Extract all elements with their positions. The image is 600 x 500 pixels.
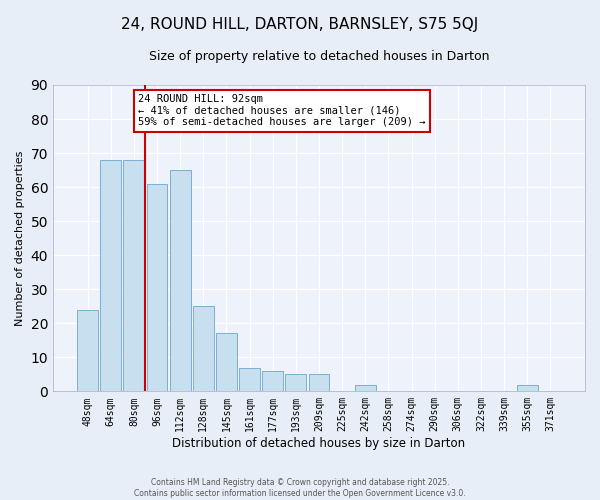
Bar (286, 374, 306, 392)
Text: 24, ROUND HILL, DARTON, BARNSLEY, S75 5QJ: 24, ROUND HILL, DARTON, BARNSLEY, S75 5Q… (121, 18, 479, 32)
Bar (170, 170, 191, 392)
X-axis label: Distribution of detached houses by size in Darton: Distribution of detached houses by size … (172, 437, 466, 450)
Bar (517, 384, 538, 392)
Text: 24 ROUND HILL: 92sqm
← 41% of detached houses are smaller (146)
59% of semi-deta: 24 ROUND HILL: 92sqm ← 41% of detached h… (138, 94, 425, 128)
Bar (124, 160, 145, 392)
Title: Size of property relative to detached houses in Darton: Size of property relative to detached ho… (149, 50, 489, 63)
Bar (262, 371, 283, 392)
Bar (146, 184, 167, 392)
Bar (239, 368, 260, 392)
Bar (308, 374, 329, 392)
Bar (77, 310, 98, 392)
Bar (216, 334, 237, 392)
Bar (100, 160, 121, 392)
Y-axis label: Number of detached properties: Number of detached properties (15, 150, 25, 326)
Bar (355, 384, 376, 392)
Bar (193, 306, 214, 392)
Text: Contains HM Land Registry data © Crown copyright and database right 2025.
Contai: Contains HM Land Registry data © Crown c… (134, 478, 466, 498)
